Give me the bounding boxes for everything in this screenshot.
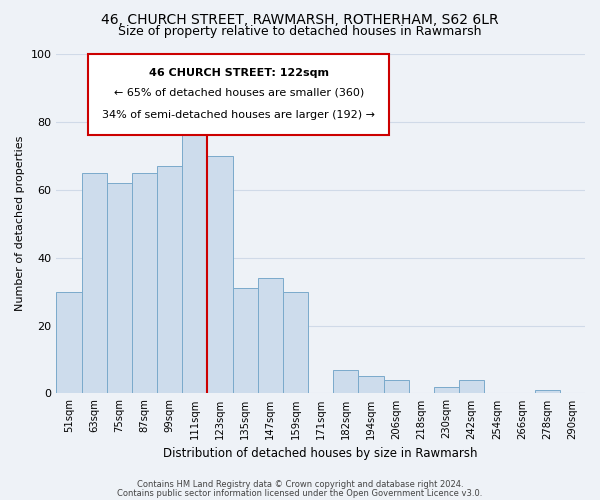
X-axis label: Distribution of detached houses by size in Rawmarsh: Distribution of detached houses by size … [163,447,478,460]
Bar [283,292,308,394]
Bar [208,156,233,394]
Bar [132,173,157,394]
Bar [333,370,358,394]
Text: ← 65% of detached houses are smaller (360): ← 65% of detached houses are smaller (36… [113,88,364,98]
Bar [434,386,459,394]
Text: Size of property relative to detached houses in Rawmarsh: Size of property relative to detached ho… [118,25,482,38]
FancyBboxPatch shape [88,54,389,136]
Bar [358,376,383,394]
Bar [459,380,484,394]
Bar [535,390,560,394]
Text: Contains public sector information licensed under the Open Government Licence v3: Contains public sector information licen… [118,488,482,498]
Text: 46 CHURCH STREET: 122sqm: 46 CHURCH STREET: 122sqm [149,68,329,78]
Bar [82,173,107,394]
Bar [258,278,283,394]
Bar [233,288,258,394]
Bar [383,380,409,394]
Text: 46, CHURCH STREET, RAWMARSH, ROTHERHAM, S62 6LR: 46, CHURCH STREET, RAWMARSH, ROTHERHAM, … [101,12,499,26]
Y-axis label: Number of detached properties: Number of detached properties [15,136,25,312]
Bar [157,166,182,394]
Bar [107,183,132,394]
Bar [182,108,208,394]
Text: 34% of semi-detached houses are larger (192) →: 34% of semi-detached houses are larger (… [102,110,375,120]
Text: Contains HM Land Registry data © Crown copyright and database right 2024.: Contains HM Land Registry data © Crown c… [137,480,463,489]
Bar [56,292,82,394]
